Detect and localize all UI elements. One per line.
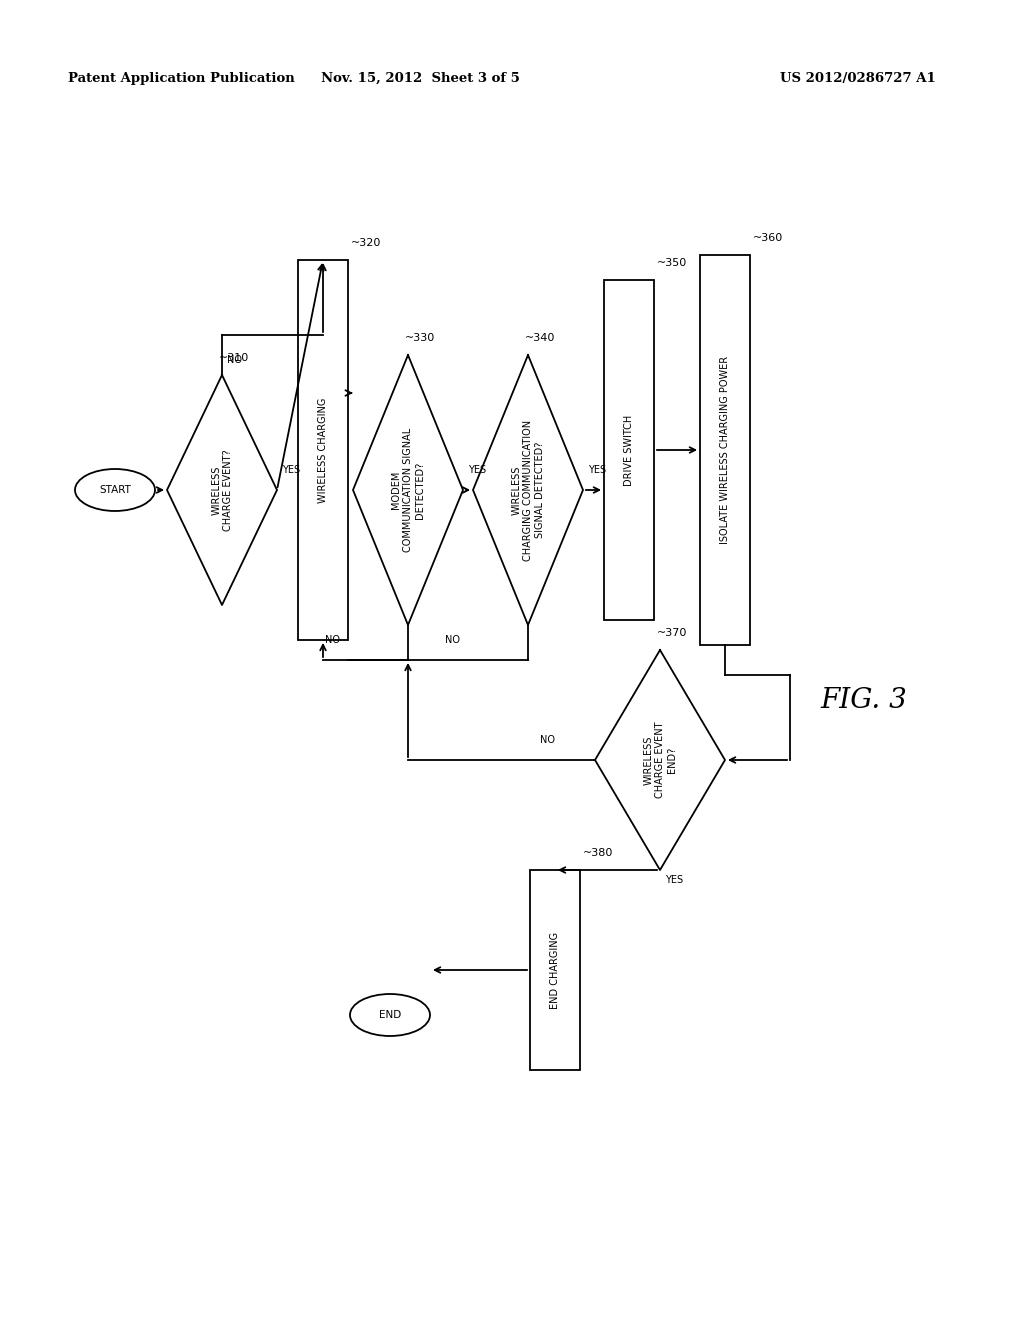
Text: WIRELESS CHARGING: WIRELESS CHARGING [318,397,328,503]
Text: YES: YES [282,465,300,475]
Text: ~370: ~370 [657,628,687,638]
Text: WIRELESS
CHARGE EVENT?: WIRELESS CHARGE EVENT? [211,449,232,531]
Text: YES: YES [665,875,683,884]
Text: NO: NO [227,355,242,366]
Text: END CHARGING: END CHARGING [550,932,560,1008]
Text: YES: YES [588,465,606,475]
Text: ~310: ~310 [219,352,249,363]
Text: END: END [379,1010,401,1020]
Text: ~360: ~360 [753,234,783,243]
Text: FIG. 3: FIG. 3 [820,686,906,714]
Text: DRIVE SWITCH: DRIVE SWITCH [624,414,634,486]
Text: ISOLATE WIRELESS CHARGING POWER: ISOLATE WIRELESS CHARGING POWER [720,356,730,544]
Text: NO: NO [445,635,461,645]
Text: WIRELESS
CHARGING COMMUNICATION
SIGNAL DETECTED?: WIRELESS CHARGING COMMUNICATION SIGNAL D… [511,420,545,561]
Bar [530,870,580,1071]
Bar [700,255,750,645]
Text: Patent Application Publication: Patent Application Publication [68,73,295,84]
Text: Nov. 15, 2012  Sheet 3 of 5: Nov. 15, 2012 Sheet 3 of 5 [321,73,519,84]
Text: YES: YES [468,465,486,475]
Text: NO: NO [540,735,555,744]
Text: ~330: ~330 [406,333,435,343]
Bar [604,280,654,620]
Text: ~340: ~340 [525,333,555,343]
Text: US 2012/0286727 A1: US 2012/0286727 A1 [780,73,936,84]
Text: ~350: ~350 [657,257,687,268]
Bar [298,260,348,640]
Text: WIRELESS
CHARGE EVENT
END?: WIRELESS CHARGE EVENT END? [643,722,677,799]
Text: START: START [99,484,131,495]
Text: ~380: ~380 [583,847,613,858]
Text: ~320: ~320 [351,238,381,248]
Text: NO: NO [326,635,341,645]
Text: MODEM
COMMUNICATION SIGNAL
DETECTED?: MODEM COMMUNICATION SIGNAL DETECTED? [391,428,425,552]
